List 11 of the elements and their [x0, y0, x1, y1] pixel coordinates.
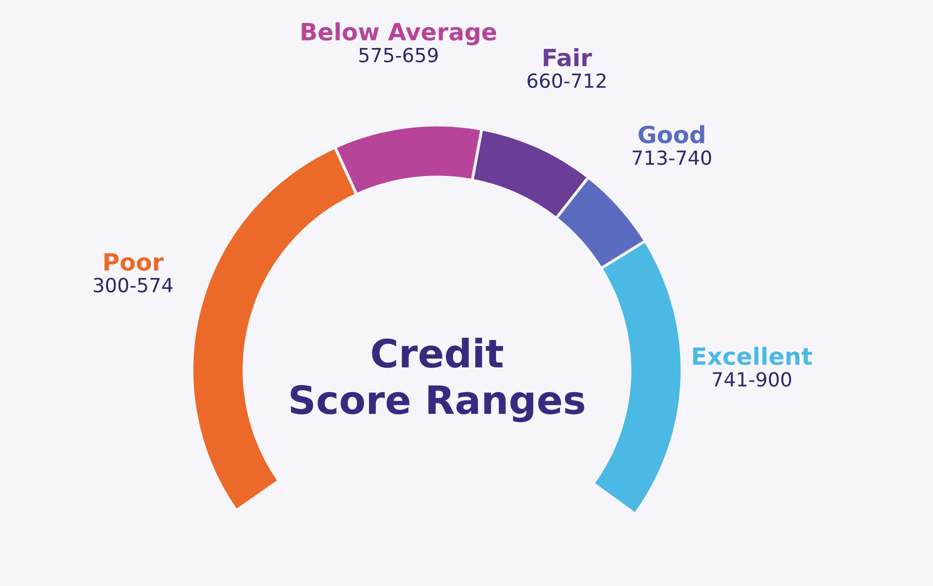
slice-label: Below Average	[302, 22, 496, 46]
slice-label: Good	[638, 125, 704, 144]
data-label: 300-574	[94, 278, 173, 292]
data-label: 575-659	[359, 48, 438, 62]
data-label: 713-740	[632, 150, 712, 166]
text: Credit Score Ranges	[290, 338, 584, 422]
slice-label: Excellent	[693, 346, 812, 366]
data-label: 660-712	[528, 73, 606, 88]
slice-label: Fair	[544, 48, 592, 66]
data-label: 741-900	[712, 372, 792, 387]
slice-label: Poor	[104, 253, 164, 271]
